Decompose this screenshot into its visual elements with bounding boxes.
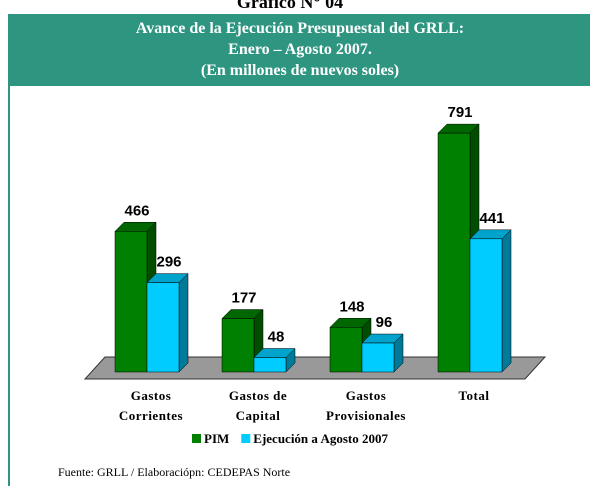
value-label: 441: [479, 210, 504, 227]
legend-label: Ejecución a Agosto 2007: [253, 431, 388, 446]
bar-front: [361, 342, 395, 373]
bar: [253, 347, 296, 373]
value-label: 791: [447, 104, 472, 121]
category-label: Gastos Corrientes: [118, 388, 184, 423]
title-line: (En millones de nuevos soles): [201, 62, 399, 79]
heading: Gráfico N° 04: [237, 0, 343, 12]
bar-side: [501, 229, 512, 373]
value-label: 466: [124, 202, 149, 219]
bar-side: [178, 273, 189, 373]
category-label: Gastos Provisionales: [326, 388, 406, 423]
bar-front: [146, 282, 180, 373]
legend-swatch: [241, 434, 251, 443]
bar-front: [221, 318, 255, 373]
title-line: Enero – Agosto 2007.: [228, 41, 372, 58]
value-label: 48: [268, 329, 285, 346]
bar: [361, 333, 404, 373]
bar-front: [469, 238, 503, 373]
category-label: Gastos de Capital: [228, 388, 288, 423]
legend-swatch: [192, 434, 201, 443]
bar-front: [253, 357, 287, 373]
bar-front: [329, 327, 363, 373]
bar: [469, 229, 512, 373]
legend-label: PIM: [204, 431, 229, 446]
value-label: 177: [231, 290, 256, 307]
bar-front: [437, 132, 471, 373]
title-line: Avance de la Ejecución Presupuestal del …: [136, 20, 464, 37]
bar-front: [114, 231, 148, 373]
source: Fuente: GRLL / Elaboraciópn: CEDEPAS Nor…: [58, 465, 290, 479]
value-label: 148: [339, 298, 364, 315]
floor: [83, 356, 547, 380]
bar: [146, 273, 189, 373]
value-label: 296: [156, 254, 181, 271]
category-label: Total: [458, 388, 490, 403]
title-box: [8, 14, 590, 86]
value-label: 96: [376, 314, 393, 331]
bar: [114, 221, 157, 373]
